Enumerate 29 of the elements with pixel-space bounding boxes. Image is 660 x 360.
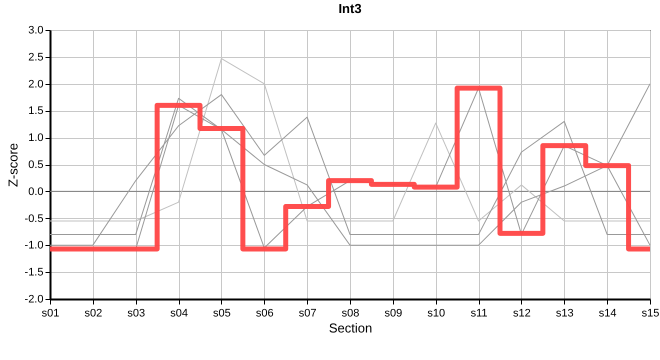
y-tick-label: 0.5 — [28, 159, 44, 171]
chart-title: Int3 — [338, 1, 362, 16]
y-tick-label: 2.0 — [28, 78, 44, 90]
x-tick-label: s08 — [342, 308, 360, 320]
y-tick-label: -2.0 — [24, 294, 44, 306]
x-tick-label: s15 — [642, 308, 660, 320]
y-tick-label: 2.5 — [28, 51, 44, 64]
x-tick-label: s12 — [513, 308, 531, 320]
y-tick-label: 0.0 — [28, 186, 44, 198]
x-tick-label: s09 — [384, 308, 402, 320]
x-tick-label: s13 — [556, 308, 574, 320]
x-tick-label: s02 — [84, 308, 102, 320]
x-tick-label: s11 — [470, 308, 488, 320]
x-tick-label: s05 — [213, 308, 231, 320]
x-tick-label: s10 — [427, 308, 446, 320]
y-tick-label: -0.5 — [24, 212, 44, 225]
y-tick-label: -1.0 — [24, 240, 44, 252]
x-tick-label: s01 — [42, 308, 60, 320]
y-tick-label: -1.5 — [24, 266, 44, 279]
x-tick-label: s14 — [598, 308, 617, 320]
y-tick-label: 3.0 — [28, 24, 44, 36]
x-tick-label: s03 — [127, 308, 146, 320]
y-tick-label: 1.5 — [28, 105, 44, 118]
x-tick-label: s07 — [298, 308, 317, 320]
x-axis-title: Section — [328, 320, 372, 336]
x-tick-label: s04 — [170, 308, 188, 320]
y-axis-title: Z-score — [6, 142, 21, 188]
y-tick-label: 1.0 — [28, 132, 44, 144]
x-tick-label: s06 — [256, 308, 274, 320]
